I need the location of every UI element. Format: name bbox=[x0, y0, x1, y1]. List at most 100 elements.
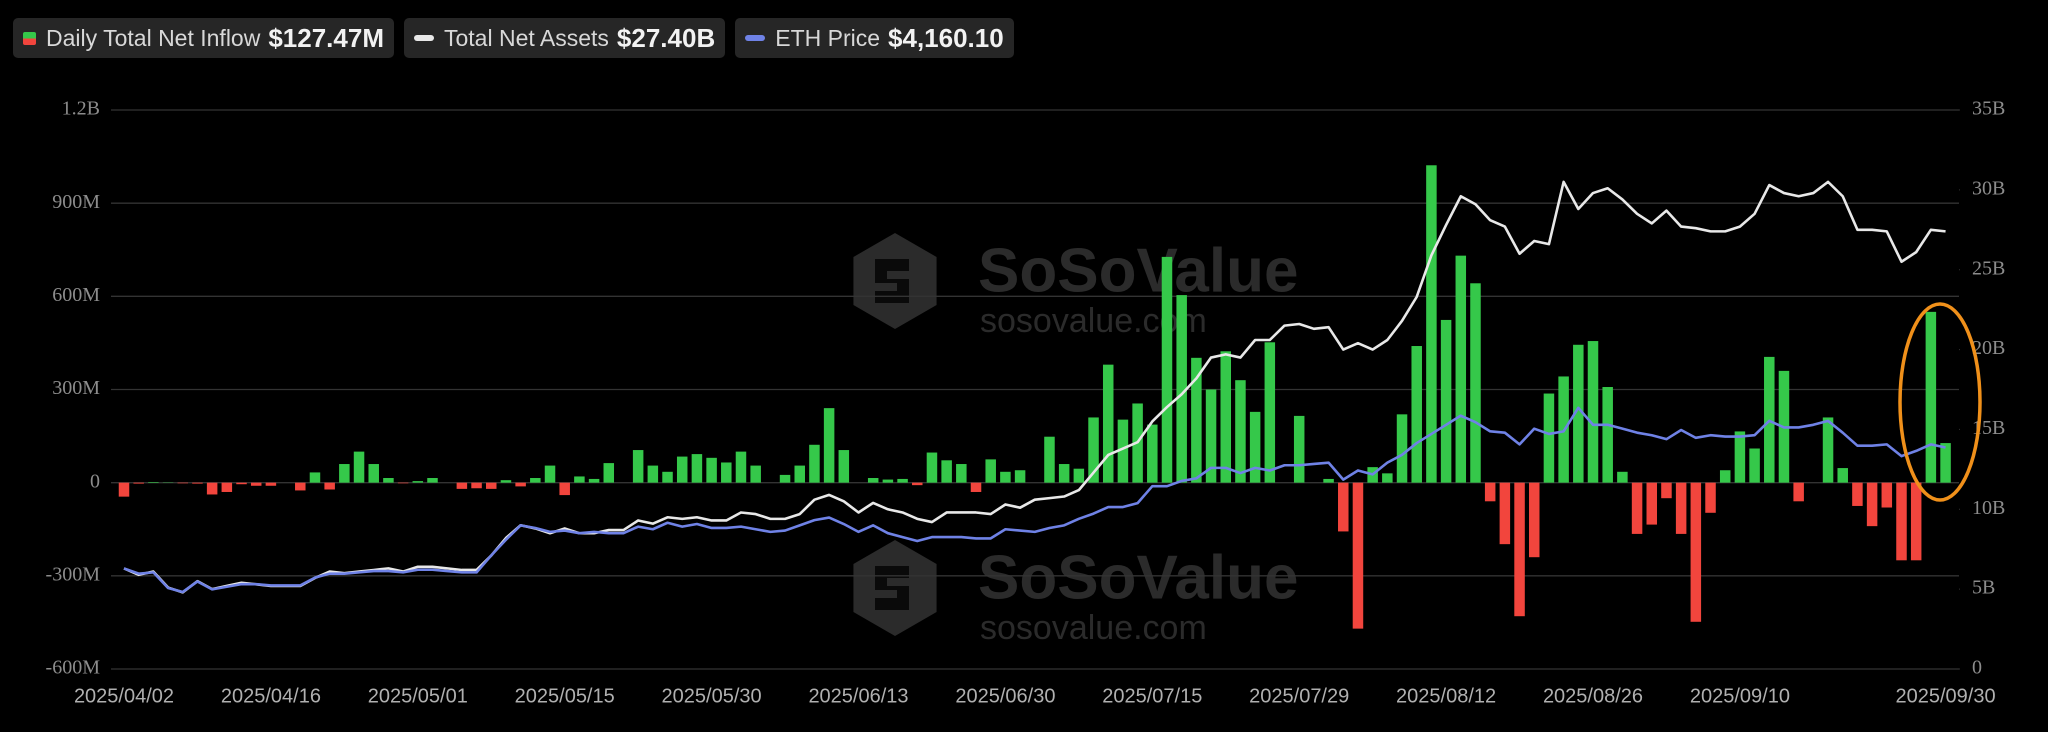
bar bbox=[809, 444, 820, 483]
x-tick-label: 2025/08/26 bbox=[1543, 685, 1643, 707]
bar bbox=[1837, 468, 1848, 483]
bar bbox=[1705, 482, 1716, 513]
watermark-logo-inner bbox=[875, 259, 909, 303]
bar bbox=[691, 454, 703, 483]
x-tick-label: 2025/09/10 bbox=[1690, 685, 1790, 707]
bar bbox=[1734, 431, 1746, 483]
bar bbox=[1338, 482, 1349, 532]
y-tick-label: 300M bbox=[52, 377, 100, 399]
bar bbox=[1631, 482, 1643, 534]
bar bbox=[985, 459, 996, 483]
legend-icon bbox=[23, 31, 36, 45]
bar bbox=[515, 482, 526, 487]
x-tick-label: 2025/04/02 bbox=[74, 685, 174, 707]
bar bbox=[456, 482, 468, 489]
bar bbox=[486, 482, 497, 489]
bar bbox=[148, 482, 159, 483]
y-tick-label: -300M bbox=[46, 563, 101, 585]
legend-label: Total Net Assets bbox=[444, 24, 609, 51]
bar bbox=[295, 482, 306, 491]
bar bbox=[779, 474, 791, 483]
y-tick-label: -600M bbox=[46, 657, 101, 679]
bar bbox=[735, 451, 747, 483]
bar bbox=[1690, 482, 1702, 622]
bar bbox=[339, 464, 350, 483]
x-tick-label: 2025/09/30 bbox=[1896, 685, 1996, 707]
highlight-ellipse bbox=[1898, 302, 1982, 502]
bar bbox=[1044, 436, 1055, 483]
y2-tick-label: 25B bbox=[1972, 257, 2005, 279]
bar bbox=[1205, 389, 1217, 483]
bar bbox=[1719, 470, 1731, 483]
legend: Daily Total Net Inflow $127.47M Total Net … bbox=[13, 18, 1014, 58]
bar bbox=[1499, 482, 1511, 545]
bar bbox=[1866, 482, 1878, 527]
bar bbox=[941, 460, 952, 483]
bar bbox=[1411, 346, 1422, 483]
line bbox=[123, 180, 1946, 594]
bar bbox=[1264, 342, 1276, 483]
bar bbox=[632, 450, 644, 483]
y2-tick-label: 0 bbox=[1972, 657, 1982, 679]
bar bbox=[1176, 295, 1187, 483]
x-tick-label: 2025/04/16 bbox=[221, 685, 321, 707]
bar bbox=[1440, 319, 1452, 483]
bar bbox=[838, 450, 850, 483]
x-tick-label: 2025/05/01 bbox=[368, 685, 468, 707]
y2-tick-label: 10B bbox=[1972, 497, 2005, 519]
legend-latest-value: $27.40B bbox=[616, 22, 716, 53]
bar bbox=[1587, 341, 1599, 483]
bar bbox=[1249, 411, 1261, 483]
bar bbox=[1293, 415, 1305, 483]
watermark-name: SoSoValue bbox=[978, 543, 1298, 612]
bar bbox=[1161, 256, 1173, 483]
bar bbox=[471, 482, 482, 489]
bar bbox=[912, 482, 923, 486]
bar bbox=[1749, 448, 1760, 483]
y-tick-label: 900M bbox=[52, 191, 100, 213]
bar bbox=[324, 482, 335, 490]
y2-tick-label: 20B bbox=[1972, 337, 2005, 359]
bar bbox=[1617, 471, 1628, 483]
bar bbox=[1910, 482, 1922, 561]
line bbox=[123, 406, 1946, 594]
bar bbox=[823, 408, 835, 483]
x-tick-label: 2025/05/15 bbox=[515, 685, 615, 707]
watermark: SoSoValuesosovalue.comSoSoValuesosovalue… bbox=[853, 233, 1298, 647]
y-tick-label: 1.2B bbox=[62, 98, 100, 120]
bar bbox=[118, 482, 130, 497]
bar bbox=[353, 451, 365, 483]
bar bbox=[1382, 473, 1393, 483]
bar bbox=[647, 465, 659, 483]
bar bbox=[1147, 424, 1158, 483]
bar bbox=[1470, 283, 1481, 483]
watermark-name: SoSoValue bbox=[978, 236, 1298, 305]
bar bbox=[1058, 464, 1070, 483]
bar bbox=[1323, 478, 1334, 483]
bar bbox=[309, 472, 321, 483]
bar bbox=[1484, 482, 1496, 502]
bar bbox=[1793, 482, 1804, 502]
bar bbox=[250, 482, 262, 486]
y2-tick-label: 30B bbox=[1972, 177, 2005, 199]
legend-item: ETH Price $4,160.10 bbox=[735, 18, 1014, 58]
bar bbox=[383, 478, 394, 483]
bar bbox=[530, 478, 541, 483]
bar bbox=[1088, 417, 1099, 483]
x-tick-label: 2025/08/12 bbox=[1396, 685, 1496, 707]
bar bbox=[970, 482, 982, 492]
y2-tick-label: 35B bbox=[1972, 98, 2005, 120]
bar bbox=[1220, 351, 1231, 483]
legend-label: Daily Total Net Inflow bbox=[46, 24, 261, 51]
bar bbox=[706, 457, 717, 483]
bar bbox=[1528, 482, 1540, 558]
bar bbox=[1014, 470, 1026, 483]
bar bbox=[794, 465, 805, 483]
x-tick-label: 2025/05/30 bbox=[662, 685, 762, 707]
legend-latest-value: $127.47M bbox=[268, 22, 384, 53]
x-tick-label: 2025/07/15 bbox=[1102, 685, 1202, 707]
bar bbox=[1117, 419, 1129, 483]
bar bbox=[1822, 417, 1834, 483]
bar bbox=[412, 481, 424, 483]
